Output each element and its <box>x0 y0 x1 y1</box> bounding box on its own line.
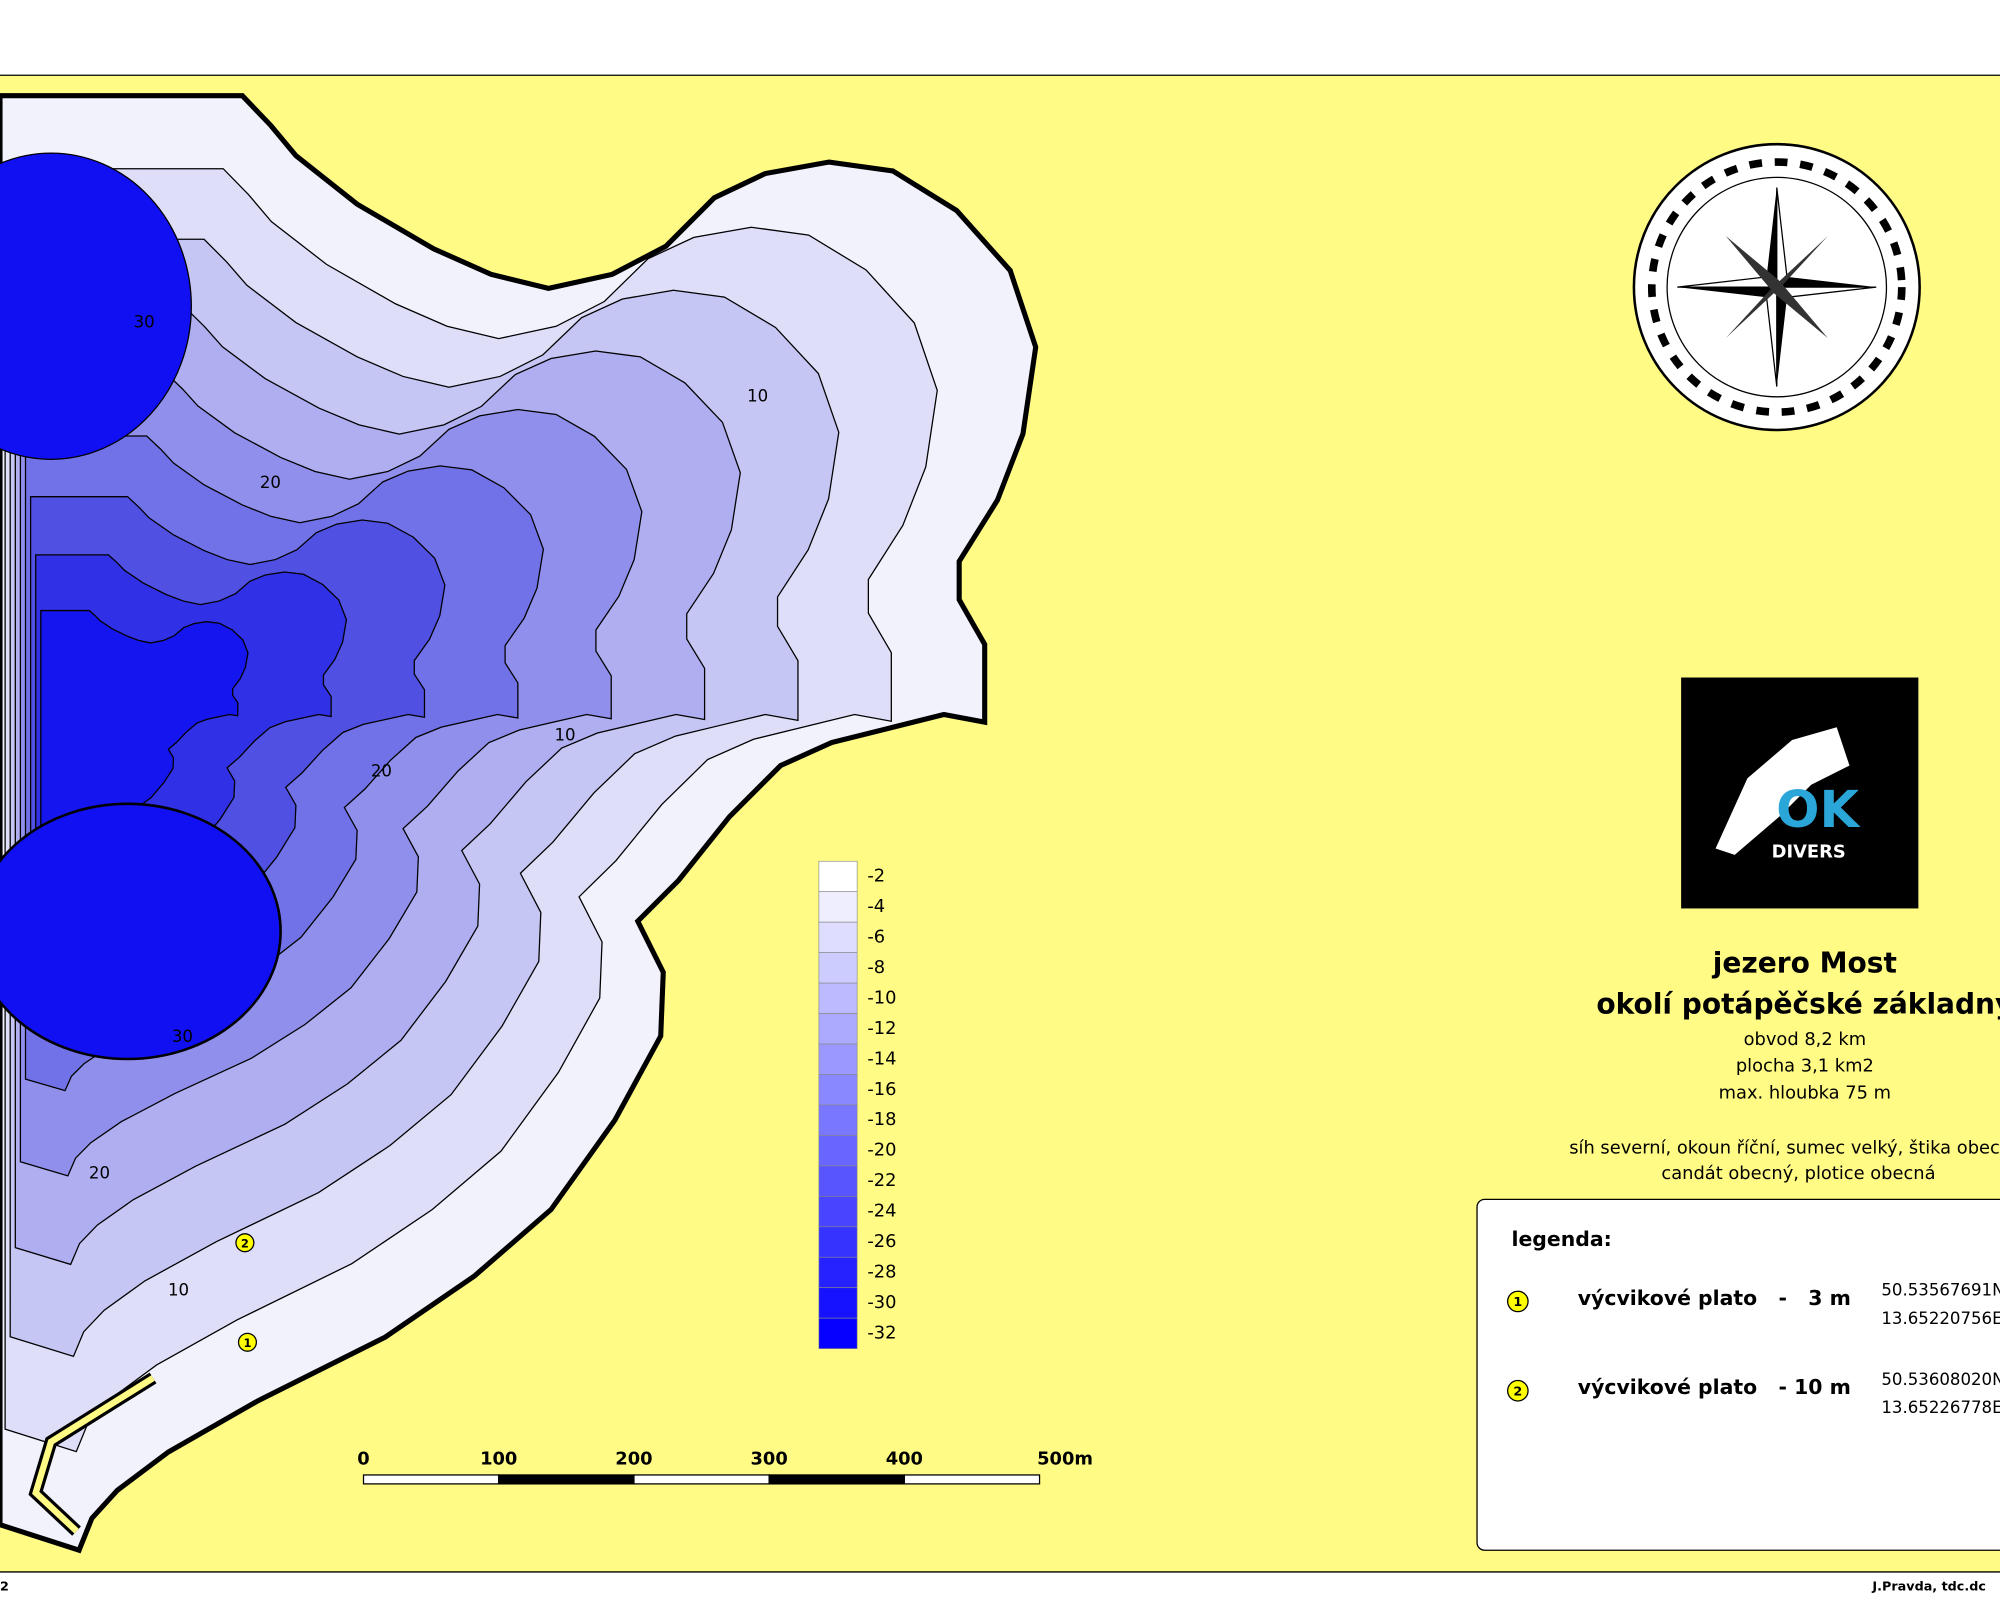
overlay: 301020102030201021-2-4-6-8-10-12-14-16-1… <box>89 183 1877 1485</box>
legend-box <box>1476 1198 2000 1551</box>
depth-swatch <box>818 952 858 984</box>
depth-label: -30 <box>867 1292 896 1313</box>
legend-number: 2 <box>1513 1385 1522 1400</box>
depth-swatch <box>818 1256 858 1289</box>
depth-label: -10 <box>867 987 896 1008</box>
marker <box>237 1332 258 1352</box>
scale-label: 100 <box>480 1449 517 1470</box>
contour-label: 20 <box>260 473 281 492</box>
contour-label: 20 <box>371 761 392 780</box>
depth-label: -32 <box>867 1322 896 1343</box>
fish-line: síh severní, okoun říční, sumec velký, š… <box>1569 1137 2000 1158</box>
contour-label: 30 <box>172 1027 193 1046</box>
lake <box>0 93 1039 1554</box>
depth-label: -8 <box>867 957 885 978</box>
depth-label: -12 <box>867 1018 896 1039</box>
fish-line: candát obecný, plotice obecná <box>1661 1163 1935 1184</box>
depth-swatch <box>818 1135 858 1167</box>
marker-label: 2 <box>241 1237 249 1251</box>
logo-text: OK <box>1776 781 1861 840</box>
depth-label: -16 <box>867 1079 896 1100</box>
depth-swatch <box>818 1013 858 1045</box>
legend-lon: 13.65226778E <box>1881 1398 2000 1417</box>
logo-subtext: DIVERS <box>1772 841 1846 862</box>
scale-segment <box>903 1474 1041 1485</box>
scale-label: 0 <box>357 1449 369 1470</box>
depth-swatch <box>818 1043 858 1075</box>
info-line: plocha 3,1 km2 <box>1736 1056 1874 1077</box>
legend-number: 1 <box>1513 1295 1522 1310</box>
depth-swatch <box>818 891 858 923</box>
depth-swatch <box>818 860 858 893</box>
depth-label: -26 <box>867 1231 896 1252</box>
scale-label: 500m <box>1037 1449 1093 1470</box>
deep-basin <box>0 802 282 1061</box>
legend-lon: 13.65220756E <box>1881 1309 2000 1328</box>
info-line: max. hloubka 75 m <box>1719 1082 1891 1103</box>
scale-segment <box>768 1474 905 1485</box>
contour-label: 20 <box>89 1163 110 1182</box>
depth-swatch <box>818 1074 858 1106</box>
footer-left: 2 <box>0 1580 9 1595</box>
depth-label: -18 <box>867 1109 896 1130</box>
scale-segment <box>498 1474 635 1485</box>
depth-label: -20 <box>867 1140 896 1161</box>
depth-swatch <box>818 1226 858 1258</box>
depth-label: -4 <box>867 896 885 917</box>
marker <box>235 1233 255 1253</box>
logo-diver <box>1715 727 1850 855</box>
depth-label: -14 <box>867 1048 896 1069</box>
scale-segment <box>633 1474 770 1485</box>
contour-label: 10 <box>747 386 768 405</box>
deep-basin <box>0 152 192 460</box>
depth-swatch <box>818 921 858 953</box>
depth-label: -2 <box>867 866 885 887</box>
scale-segment <box>362 1474 500 1485</box>
compass <box>1632 142 1921 432</box>
subtitle: okolí potápěčské základny <box>1596 987 2000 1020</box>
depth-swatch <box>818 1165 858 1197</box>
contour-label: 10 <box>168 1281 189 1300</box>
depth-swatch <box>818 982 858 1014</box>
legend-label: výcvikové plato - 10 m <box>1578 1375 1851 1399</box>
contour-label: 10 <box>554 726 575 745</box>
contour-label: 30 <box>134 312 155 331</box>
depth-swatch <box>818 1196 858 1228</box>
legend-title: legenda: <box>1511 1227 1611 1251</box>
depth-swatch <box>818 1104 858 1136</box>
depth-swatch <box>818 1317 858 1349</box>
info-line: obvod 8,2 km <box>1744 1029 1866 1050</box>
scale-label: 400 <box>886 1449 923 1470</box>
scale-label: 200 <box>615 1449 652 1470</box>
legend-label: výcvikové plato - 3 m <box>1578 1286 1851 1310</box>
pier <box>32 1375 155 1534</box>
legend-lat: 50.53608020N <box>1881 1370 2000 1389</box>
legend-marker <box>1507 1379 1529 1402</box>
legend-items: 1 výcvikové plato - 3 m 50.53567691N 13.652… <box>1507 1281 2000 1417</box>
depth-label: -24 <box>867 1201 896 1222</box>
marker-label: 1 <box>243 1336 251 1350</box>
depth-label: -28 <box>867 1262 896 1283</box>
footer-right: J.Pravda, tdc.dc <box>1871 1580 1985 1595</box>
title: jezero Most <box>1712 947 1897 980</box>
depth-label: -22 <box>867 1170 896 1191</box>
legend-marker <box>1507 1290 1529 1313</box>
depth-swatch <box>818 1287 858 1319</box>
depth-label: -6 <box>867 926 885 947</box>
scale-label: 300 <box>751 1449 788 1470</box>
legend-lat: 50.53567691N <box>1881 1281 2000 1300</box>
